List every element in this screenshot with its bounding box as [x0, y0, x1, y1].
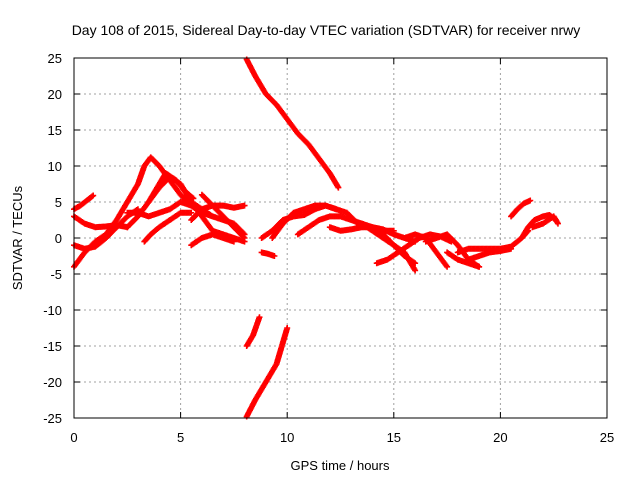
series-track-28 [465, 245, 515, 263]
y-tick-label: -25 [43, 411, 62, 426]
data-point [443, 262, 450, 269]
series-track-12 [198, 191, 248, 241]
data-points [71, 56, 561, 420]
y-tick-label: 0 [55, 231, 62, 246]
x-tick-label: 20 [493, 430, 507, 445]
data-point [335, 184, 342, 191]
data-point [188, 209, 195, 216]
y-tick-label: 15 [48, 123, 62, 138]
data-point [476, 263, 483, 270]
data-point [256, 314, 263, 321]
tick-labels: 0 5 10 15 20 25 -25 -20 -15 -10 -5 0 5 10 15 20 25 [43, 51, 614, 445]
x-tick-label: 10 [280, 430, 294, 445]
data-point [240, 234, 247, 241]
x-tick-label: 0 [70, 430, 77, 445]
data-point [508, 245, 515, 252]
series-track-31 [529, 213, 561, 231]
series-track-10 [188, 231, 237, 249]
series-track-20 [326, 224, 419, 245]
y-axis-label: SDTVAR / TECUs [10, 185, 25, 290]
x-tick-label: 25 [600, 430, 614, 445]
data-point [209, 213, 216, 220]
data-point [527, 197, 534, 204]
x-tick-label: 15 [387, 430, 401, 445]
series-track-16 [258, 249, 278, 259]
series-track-29 [508, 197, 534, 220]
x-axis-label: GPS time / hours [291, 458, 390, 473]
data-point [89, 193, 96, 200]
y-tick-label: 20 [48, 87, 62, 102]
series-track-14 [243, 314, 263, 349]
y-tick-label: 5 [55, 195, 62, 210]
y-tick-label: 25 [48, 51, 62, 66]
data-point [412, 267, 419, 274]
ticks [73, 57, 608, 419]
data-point [271, 253, 278, 259]
data-point [284, 325, 291, 331]
series-track-15 [243, 325, 291, 420]
data-point [444, 263, 451, 270]
data-point [554, 220, 561, 227]
y-tick-label: -20 [43, 375, 62, 390]
data-point [241, 202, 248, 209]
series-track-13 [243, 56, 342, 191]
grid [74, 58, 607, 418]
chart-title: Day 108 of 2015, Sidereal Day-to-day VTE… [72, 22, 581, 38]
y-tick-label: -5 [50, 267, 62, 282]
data-point [90, 192, 97, 199]
series-track-07 [141, 209, 195, 245]
series-track-22 [358, 220, 419, 274]
x-tick-label: 5 [177, 430, 184, 445]
y-tick-label: 10 [48, 159, 62, 174]
y-tick-label: -10 [43, 303, 62, 318]
y-tick-label: -15 [43, 339, 62, 354]
data-point [241, 235, 248, 241]
series-track-11 [188, 199, 248, 245]
